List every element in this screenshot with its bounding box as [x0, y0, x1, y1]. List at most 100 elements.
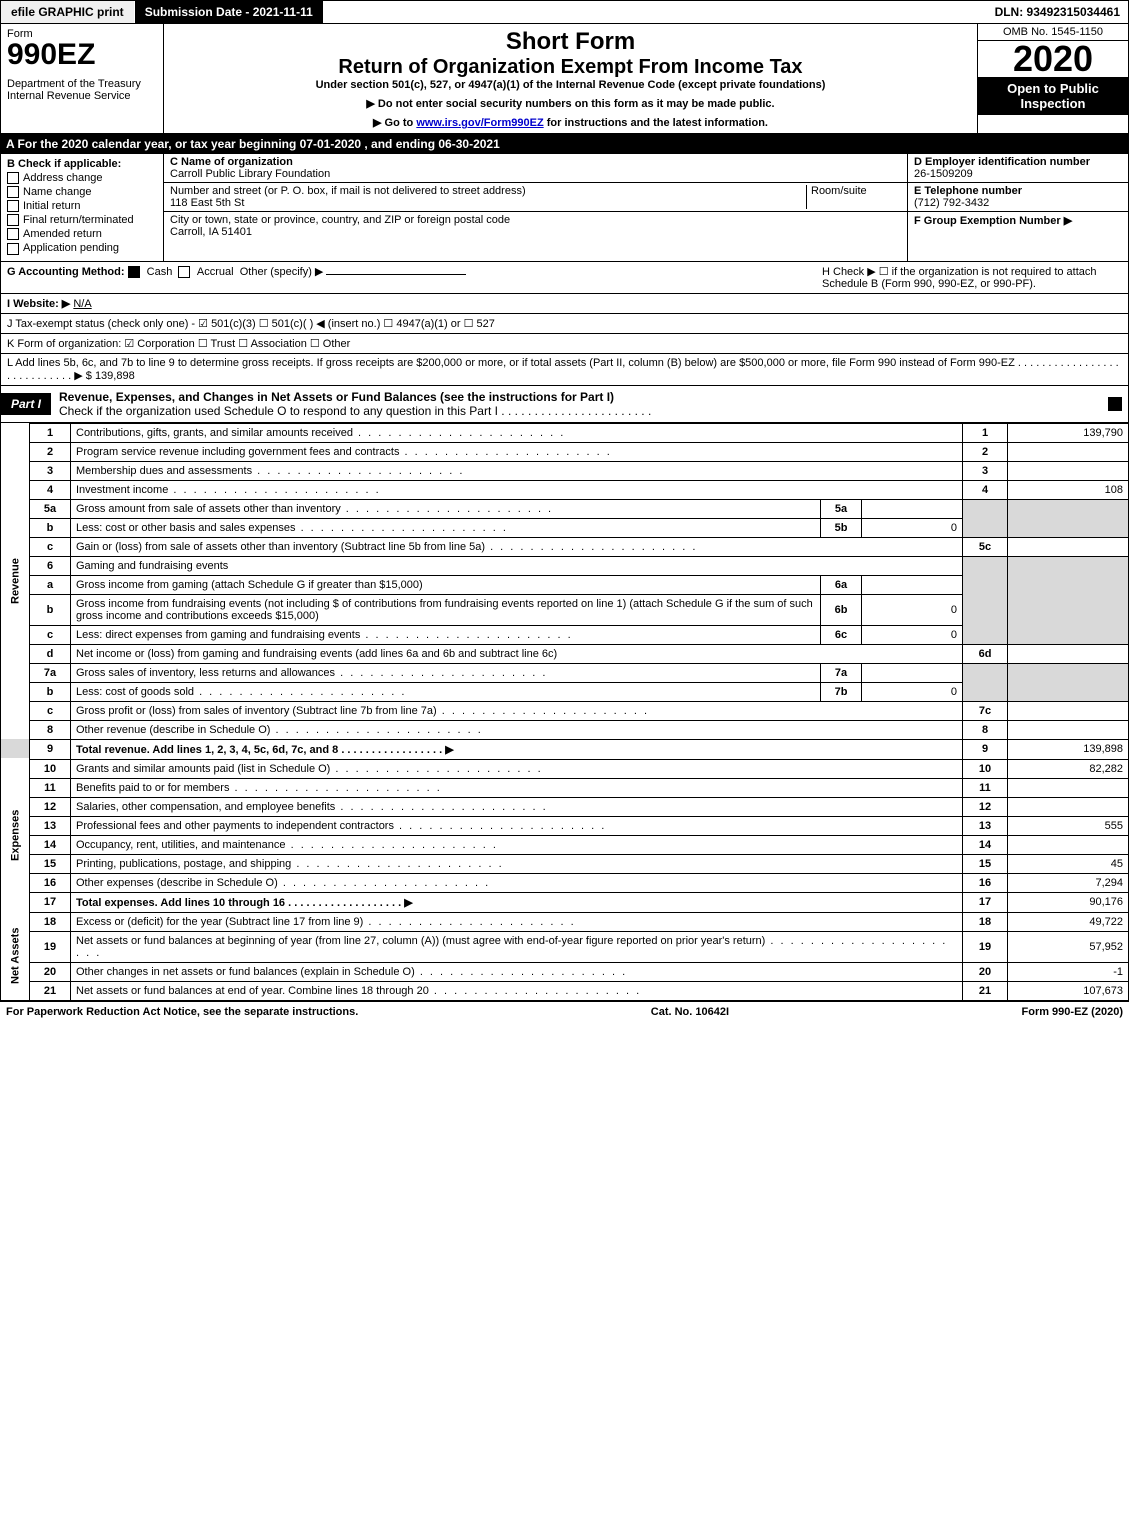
lbl-amended-return: Amended return [23, 228, 102, 240]
chk-amended-return[interactable] [7, 228, 19, 240]
num-7c: c [30, 701, 71, 720]
rn-6d: 6d [963, 644, 1008, 663]
txt-6: Gaming and fundraising events [71, 556, 963, 575]
goto-post: for instructions and the latest informat… [547, 117, 768, 129]
num-5a: 5a [30, 499, 71, 518]
amt-17: 90,176 [1008, 892, 1129, 912]
short-form-title: Short Form [170, 28, 971, 56]
txt-21: Net assets or fund balances at end of ye… [76, 985, 641, 997]
num-6a: a [30, 575, 71, 594]
sl-5a: 5a [821, 499, 862, 518]
num-12: 12 [30, 797, 71, 816]
line-l-text: L Add lines 5b, 6c, and 7b to line 9 to … [7, 357, 1119, 382]
num-6c: c [30, 625, 71, 644]
dln-label: DLN: 93492315034461 [987, 1, 1128, 23]
box-f-label: F Group Exemption Number ▶ [914, 215, 1072, 227]
submission-date-button[interactable]: Submission Date - 2021-11-11 [135, 1, 324, 23]
txt-5a: Gross amount from sale of assets other t… [76, 503, 553, 515]
txt-8: Other revenue (describe in Schedule O) [76, 724, 483, 736]
num-20: 20 [30, 962, 71, 981]
sl-6b: 6b [821, 594, 862, 625]
txt-6d: Net income or (loss) from gaming and fun… [71, 644, 963, 663]
rn-15: 15 [963, 854, 1008, 873]
chk-address-change[interactable] [7, 172, 19, 184]
row-i: I Website: ▶ N/A [0, 294, 1129, 314]
amt-4: 108 [1008, 480, 1129, 499]
num-9: 9 [30, 739, 71, 759]
sl-7b: 7b [821, 682, 862, 701]
lbl-cash: Cash [147, 266, 173, 278]
form-number: 990EZ [7, 40, 157, 70]
txt-12: Salaries, other compensation, and employ… [76, 801, 548, 813]
txt-7b: Less: cost of goods sold [76, 686, 406, 698]
lbl-application-pending: Application pending [23, 242, 119, 254]
rn-8: 8 [963, 720, 1008, 739]
rn-20: 20 [963, 962, 1008, 981]
chk-initial-return[interactable] [7, 200, 19, 212]
line-g-label: G Accounting Method: [7, 266, 125, 278]
txt-6c: Less: direct expenses from gaming and fu… [76, 629, 573, 641]
txt-11: Benefits paid to or for members [76, 782, 442, 794]
entity-section: B Check if applicable: Address change Na… [0, 154, 1129, 262]
lbl-final-return: Final return/terminated [23, 214, 134, 226]
txt-18: Excess or (deficit) for the year (Subtra… [76, 916, 576, 928]
rn-4: 4 [963, 480, 1008, 499]
rn-13: 13 [963, 816, 1008, 835]
amt-12 [1008, 797, 1129, 816]
goto-note: ▶ Go to www.irs.gov/Form990EZ for instru… [170, 116, 971, 129]
sa-6b: 0 [862, 594, 963, 625]
amt-1: 139,790 [1008, 423, 1129, 442]
row-l: L Add lines 5b, 6c, and 7b to line 9 to … [0, 354, 1129, 386]
part1-bar: Part I Revenue, Expenses, and Changes in… [0, 386, 1129, 423]
chk-cash[interactable] [128, 266, 140, 278]
sl-7a: 7a [821, 663, 862, 682]
amt-3 [1008, 461, 1129, 480]
rn-2: 2 [963, 442, 1008, 461]
lines-table: Revenue 1 Contributions, gifts, grants, … [0, 423, 1129, 1001]
rn-10: 10 [963, 759, 1008, 778]
num-13: 13 [30, 816, 71, 835]
form-header: Form 990EZ Department of the Treasury In… [0, 24, 1129, 134]
website-value: N/A [73, 298, 91, 310]
rn-9: 9 [963, 739, 1008, 759]
vlabel-expenses: Expenses [1, 759, 30, 912]
rn-18: 18 [963, 912, 1008, 931]
num-5c: c [30, 537, 71, 556]
dept-treasury: Department of the Treasury [7, 78, 157, 90]
rn-11: 11 [963, 778, 1008, 797]
sl-6c: 6c [821, 625, 862, 644]
txt-4: Investment income [76, 484, 381, 496]
num-19: 19 [30, 931, 71, 962]
amt-6d [1008, 644, 1129, 663]
open-public-badge: Open to Public Inspection [978, 77, 1128, 115]
txt-5c: Gain or (loss) from sale of assets other… [76, 541, 697, 553]
irs-link[interactable]: www.irs.gov/Form990EZ [416, 117, 543, 129]
rn-1: 1 [963, 423, 1008, 442]
chk-application-pending[interactable] [7, 243, 19, 255]
line-h: H Check ▶ ☐ if the organization is not r… [822, 265, 1122, 290]
chk-accrual[interactable] [178, 266, 190, 278]
txt-6a: Gross income from gaming (attach Schedul… [71, 575, 821, 594]
lbl-address-change: Address change [23, 172, 103, 184]
num-21: 21 [30, 981, 71, 1000]
num-7a: 7a [30, 663, 71, 682]
num-10: 10 [30, 759, 71, 778]
street-value: 118 East 5th St [170, 197, 244, 209]
amt-11 [1008, 778, 1129, 797]
txt-5b: Less: cost or other basis and sales expe… [76, 522, 508, 534]
amt-2 [1008, 442, 1129, 461]
efile-print-button[interactable]: efile GRAPHIC print [1, 1, 135, 23]
org-name: Carroll Public Library Foundation [170, 168, 330, 180]
rn-16: 16 [963, 873, 1008, 892]
rn-7c: 7c [963, 701, 1008, 720]
footer-mid: Cat. No. 10642I [651, 1006, 729, 1018]
rn-17: 17 [963, 892, 1008, 912]
chk-final-return[interactable] [7, 214, 19, 226]
amt-19: 57,952 [1008, 931, 1129, 962]
rn-5c: 5c [963, 537, 1008, 556]
amt-8 [1008, 720, 1129, 739]
txt-7c: Gross profit or (loss) from sales of inv… [76, 705, 649, 717]
chk-name-change[interactable] [7, 186, 19, 198]
num-14: 14 [30, 835, 71, 854]
row-gh: G Accounting Method: Cash Accrual Other … [0, 262, 1129, 294]
